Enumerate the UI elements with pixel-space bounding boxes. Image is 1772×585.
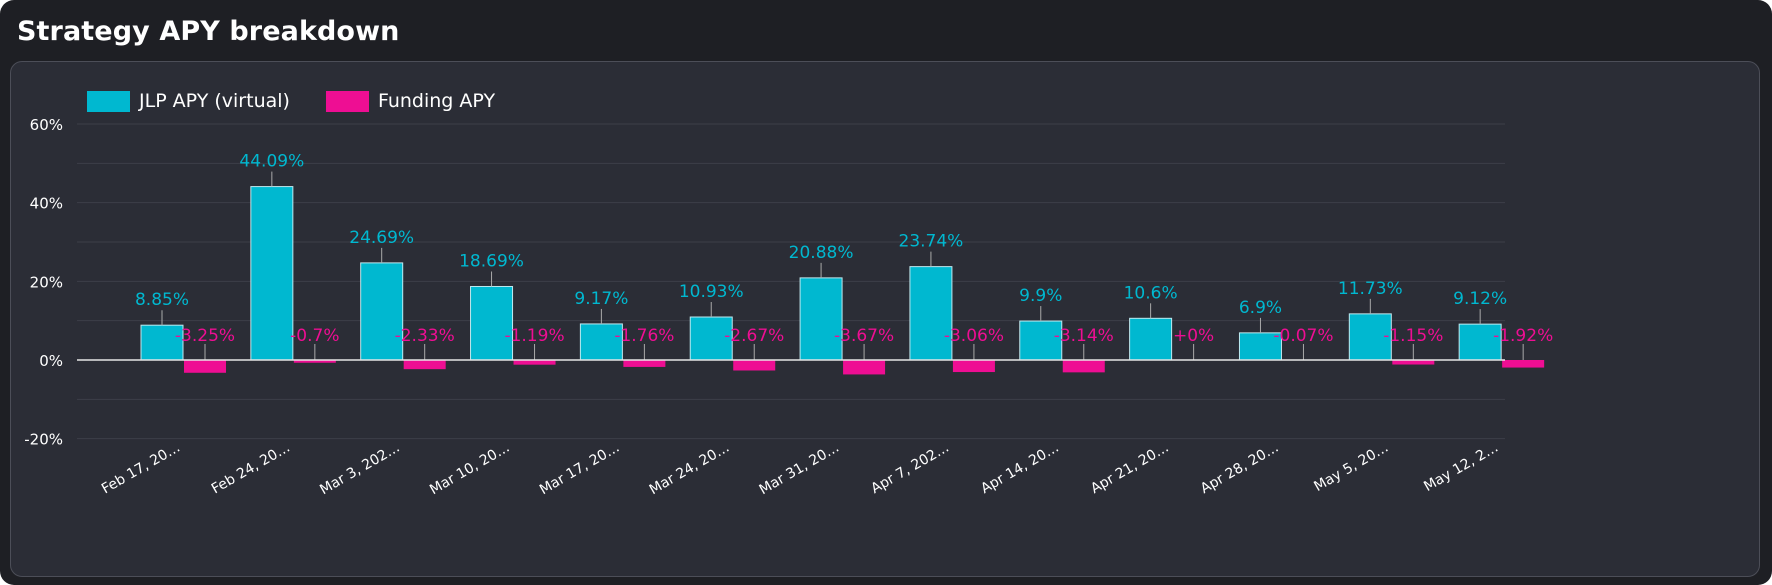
jlp-apy-bar bbox=[799, 277, 843, 361]
jlp-apy-data-label: 9.12% bbox=[1453, 289, 1507, 309]
funding-apy-data-label: -3.67% bbox=[834, 326, 894, 346]
funding-apy-data-label: -0.7% bbox=[290, 326, 339, 346]
x-tick-label: Apr 21, 20… bbox=[1088, 440, 1172, 497]
funding-apy-data-label: -1.15% bbox=[1383, 326, 1443, 346]
funding-apy-bar bbox=[293, 360, 336, 363]
legend-item-funding-apy[interactable]: Funding APY bbox=[325, 90, 496, 112]
x-tick-label: Feb 24, 20… bbox=[209, 440, 293, 498]
funding-apy-bar bbox=[1502, 360, 1545, 368]
jlp-apy-data-label: 10.93% bbox=[679, 282, 744, 302]
jlp-apy-bar bbox=[1129, 317, 1173, 361]
jlp-apy-data-label: 6.9% bbox=[1239, 298, 1282, 318]
jlp-apy-bar bbox=[360, 262, 404, 361]
funding-apy-bar bbox=[843, 360, 886, 375]
chart-panel: JLP APY (virtual) Funding APY 60% 40% 20% 0… bbox=[10, 61, 1760, 577]
jlp-apy-data-label: 44.09% bbox=[239, 152, 304, 172]
legend-label-jlp-apy: JLP APY (virtual) bbox=[139, 90, 290, 112]
page-title: Strategy APY breakdown bbox=[17, 16, 400, 47]
funding-apy-bar bbox=[623, 360, 666, 367]
jlp-apy-bar bbox=[579, 323, 623, 361]
x-tick-label: Mar 24, 20… bbox=[647, 440, 732, 499]
y-tick-label: -20% bbox=[24, 431, 63, 449]
jlp-apy-data-label: 11.73% bbox=[1338, 279, 1403, 299]
legend-item-jlp-apy[interactable]: JLP APY (virtual) bbox=[87, 90, 290, 112]
jlp-apy-bar bbox=[1238, 332, 1282, 361]
x-tick-label: Apr 14, 20… bbox=[978, 440, 1062, 497]
legend-swatch-funding-apy bbox=[325, 90, 369, 112]
legend-label-funding-apy: Funding APY bbox=[377, 90, 496, 112]
x-tick-label: May 12, 2… bbox=[1421, 440, 1501, 495]
funding-apy-bar bbox=[403, 360, 446, 370]
bar-chart: 60% 40% 20% 0% -20% 8.85% -3.25% Feb 17, 20… 44.… bbox=[24, 116, 1553, 499]
jlp-apy-data-label: 18.69% bbox=[459, 251, 524, 271]
funding-apy-bar bbox=[513, 360, 556, 365]
jlp-apy-data-label: 20.88% bbox=[789, 243, 854, 263]
funding-apy-data-label: +0% bbox=[1173, 326, 1214, 346]
jlp-apy-bar bbox=[250, 186, 294, 361]
jlp-apy-bar bbox=[909, 266, 953, 361]
y-tick-label: 60% bbox=[30, 116, 63, 134]
x-tick-label: Mar 3, 202… bbox=[317, 440, 402, 499]
funding-apy-data-label: -1.76% bbox=[614, 326, 674, 346]
jlp-apy-data-label: 10.6% bbox=[1124, 283, 1178, 303]
x-tick-label: May 5, 20… bbox=[1311, 440, 1391, 495]
funding-apy-data-label: -1.19% bbox=[504, 326, 564, 346]
y-tick-label: 0% bbox=[39, 352, 63, 370]
funding-apy-bar bbox=[184, 360, 226, 373]
x-tick-label: Mar 10, 20… bbox=[427, 440, 512, 499]
funding-apy-bar bbox=[1392, 360, 1435, 365]
y-tick-label: 40% bbox=[30, 195, 63, 213]
jlp-apy-bar bbox=[140, 324, 184, 361]
funding-apy-data-label: -3.06% bbox=[944, 326, 1004, 346]
funding-apy-data-label: -0.07% bbox=[1273, 326, 1333, 346]
jlp-apy-data-label: 9.17% bbox=[574, 289, 628, 309]
x-tick-label: Apr 28, 20… bbox=[1198, 440, 1282, 497]
funding-apy-data-label: -1.92% bbox=[1493, 326, 1553, 346]
jlp-apy-bar bbox=[1019, 320, 1063, 361]
jlp-apy-data-label: 9.9% bbox=[1019, 286, 1062, 306]
chart-legend: JLP APY (virtual) Funding APY bbox=[87, 90, 531, 112]
x-tick-label: Feb 17, 20… bbox=[99, 440, 183, 498]
jlp-apy-bar bbox=[689, 316, 733, 361]
funding-apy-bar bbox=[952, 360, 995, 373]
funding-apy-data-label: -3.14% bbox=[1054, 326, 1114, 346]
x-tick-label: Apr 7, 202… bbox=[868, 440, 952, 497]
x-tick-label: Mar 17, 20… bbox=[537, 440, 622, 499]
funding-apy-bar bbox=[733, 360, 776, 371]
jlp-apy-data-label: 23.74% bbox=[899, 232, 964, 252]
jlp-apy-bar bbox=[470, 285, 514, 361]
jlp-apy-data-label: 8.85% bbox=[135, 290, 189, 310]
y-tick-label: 20% bbox=[30, 273, 63, 291]
x-tick-label: Mar 31, 20… bbox=[757, 440, 842, 499]
jlp-apy-data-label: 24.69% bbox=[349, 228, 414, 248]
funding-apy-data-label: -3.25% bbox=[175, 326, 235, 346]
funding-apy-data-label: -2.33% bbox=[395, 326, 455, 346]
funding-apy-data-label: -2.67% bbox=[724, 326, 784, 346]
funding-apy-bar bbox=[1062, 360, 1105, 373]
legend-swatch-jlp-apy bbox=[87, 90, 130, 112]
